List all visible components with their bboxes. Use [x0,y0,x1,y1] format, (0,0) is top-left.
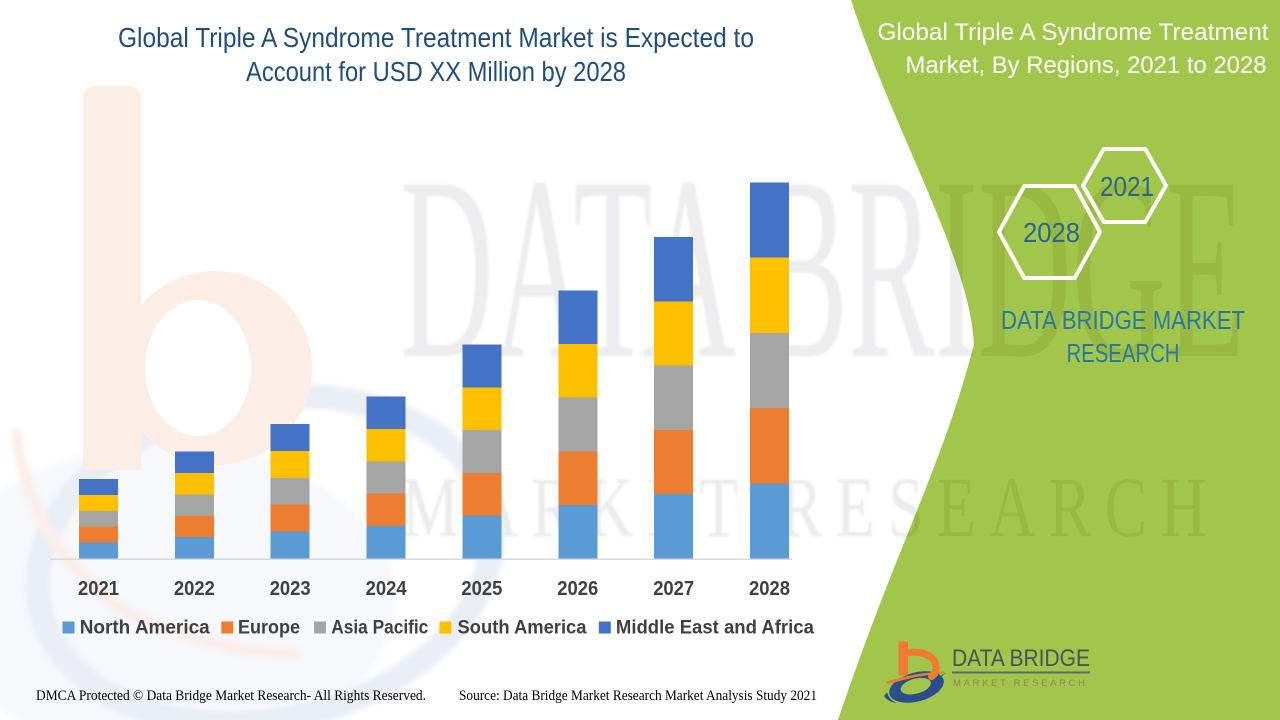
svg-text:Account for USD XX Million by: Account for USD XX Million by 2028 [246,56,626,87]
svg-text:RESEARCH: RESEARCH [1067,338,1180,368]
svg-text:2026: 2026 [557,578,598,600]
svg-text:2021: 2021 [1100,171,1154,202]
svg-text:Global Triple A Syndrome Treat: Global Triple A Syndrome Treatment [878,19,1269,46]
svg-text:South America: South America [458,618,587,639]
svg-text:2028: 2028 [749,578,790,600]
svg-text:2022: 2022 [174,578,215,600]
svg-text:DATA BRIDGE MARKET: DATA BRIDGE MARKET [1001,305,1245,335]
svg-text:Europe: Europe [238,618,300,639]
svg-text:2023: 2023 [270,578,311,600]
svg-text:2025: 2025 [461,578,502,600]
svg-text:2024: 2024 [366,578,408,600]
svg-text:2028: 2028 [1023,217,1080,248]
svg-text:DATA BRIDGE: DATA BRIDGE [952,645,1090,672]
svg-text:2027: 2027 [653,578,694,600]
svg-text:Market, By Regions, 2021 to 20: Market, By Regions, 2021 to 2028 [906,52,1267,79]
svg-text:2021: 2021 [78,578,119,600]
svg-text:Global Triple A Syndrome Treat: Global Triple A Syndrome Treatment Marke… [118,22,754,53]
svg-text:Source: Data Bridge Market Res: Source: Data Bridge Market Research Mark… [459,688,817,704]
svg-text:Asia Pacific: Asia Pacific [331,618,428,639]
svg-text:Middle East and Africa: Middle East and Africa [616,618,814,639]
svg-text:North America: North America [80,618,210,639]
svg-text:DMCA Protected © Data Bridge M: DMCA Protected © Data Bridge Market Rese… [36,688,426,704]
svg-text:MARKET RESEARCH: MARKET RESEARCH [953,678,1089,689]
